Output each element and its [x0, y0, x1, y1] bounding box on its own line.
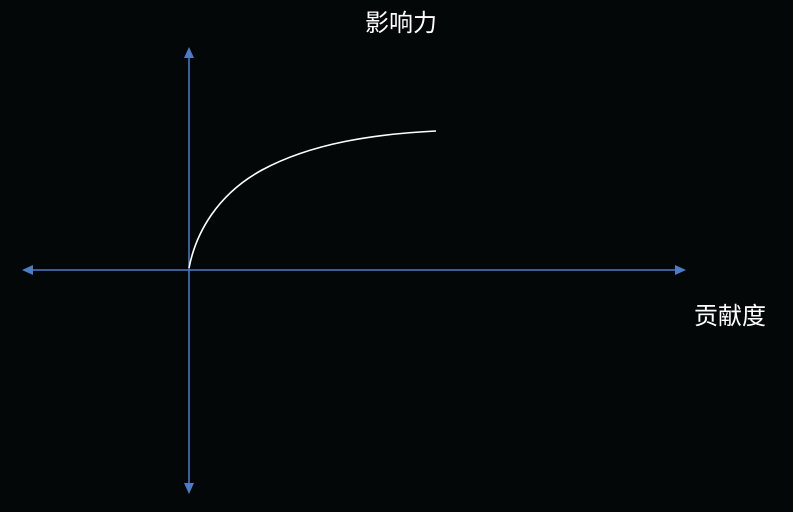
y-axis-label: 影响力: [365, 9, 437, 37]
y-axis-bottom-arrow: [184, 483, 194, 494]
influence-curve: [188, 130, 437, 269]
y-axis-top-arrow: [184, 47, 194, 58]
x-axis-label: 贡献度: [694, 302, 766, 330]
x-axis-left-arrow: [22, 265, 33, 275]
x-axis-right-arrow: [675, 265, 686, 275]
